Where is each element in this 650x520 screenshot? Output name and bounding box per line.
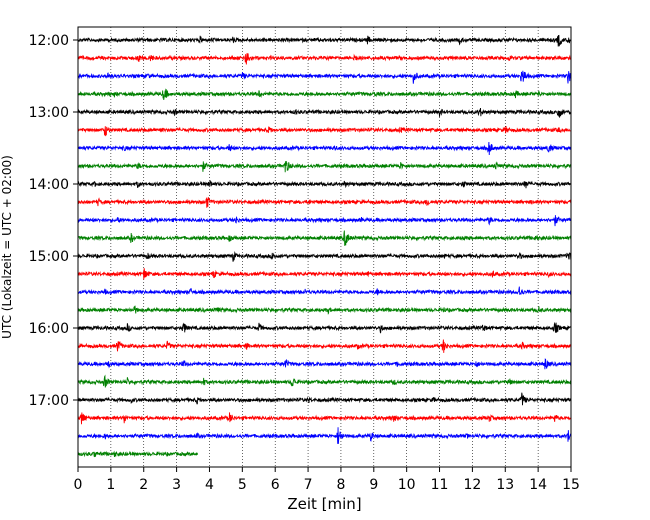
y-tick-label: 13:00	[29, 105, 69, 121]
seismogram-trace	[77, 358, 572, 370]
y-axis: 12:00 13:00 14:00 15:00 16:00 17:00	[29, 33, 78, 409]
seismogram-trace	[77, 215, 572, 227]
x-tick-label: 7	[304, 477, 313, 493]
x-tick-label: 4	[205, 477, 214, 493]
seismogram-trace	[77, 70, 572, 84]
seismogram-trace	[77, 268, 572, 280]
x-axis: 0 1 2 3 4 5 6 7 8 9 10 11 12 13 14 15	[74, 467, 580, 493]
seismogram-trace	[77, 374, 572, 388]
seismogram-trace	[77, 88, 572, 101]
x-tick-label: 9	[369, 477, 378, 493]
seismogram-trace	[77, 142, 572, 155]
seismogram-trace	[77, 34, 572, 47]
x-tick-label: 11	[431, 477, 449, 493]
x-tick-label: 10	[398, 477, 416, 493]
seismogram-trace	[77, 250, 572, 262]
y-tick-label: 12:00	[29, 33, 69, 49]
seismogram-trace	[77, 107, 572, 118]
x-tick-label: 8	[336, 477, 345, 493]
seismogram-trace	[77, 339, 572, 353]
seismogram-trace	[77, 53, 572, 65]
y-tick-label: 15:00	[29, 249, 69, 265]
seismogram-trace	[77, 305, 572, 315]
x-tick-label: 12	[463, 477, 481, 493]
x-tick-label: 1	[106, 477, 115, 493]
x-tick-label: 6	[271, 477, 280, 493]
y-tick-label: 14:00	[29, 177, 69, 193]
seismogram-trace	[77, 197, 572, 208]
x-tick-label: 3	[172, 477, 181, 493]
seismogram-trace	[77, 412, 571, 425]
seismogram-trace	[77, 427, 571, 444]
y-axis-label: UTC (Lokalzeit = UTC + 02:00)	[0, 155, 14, 339]
trace-layer	[77, 34, 572, 458]
x-tick-label: 13	[496, 477, 514, 493]
x-axis-label: Zeit [min]	[287, 495, 361, 513]
y-tick-label: 17:00	[29, 393, 69, 409]
seismogram-trace	[77, 286, 572, 296]
x-tick-label: 15	[562, 477, 580, 493]
seismogram-trace	[77, 392, 572, 406]
seismogram-trace	[77, 230, 572, 246]
x-tick-label: 2	[139, 477, 148, 493]
x-tick-label: 0	[74, 477, 83, 493]
vertical-grid	[110, 27, 539, 467]
seismogram-trace	[77, 125, 571, 137]
seismogram-trace	[77, 161, 572, 173]
x-tick-label: 14	[529, 477, 547, 493]
plot-frame	[77, 26, 572, 468]
seismogram-trace	[77, 321, 572, 334]
y-tick-label: 16:00	[29, 321, 69, 337]
x-tick-label: 5	[238, 477, 247, 493]
seismogram-trace	[77, 179, 572, 189]
seismogram-trace	[77, 450, 199, 458]
